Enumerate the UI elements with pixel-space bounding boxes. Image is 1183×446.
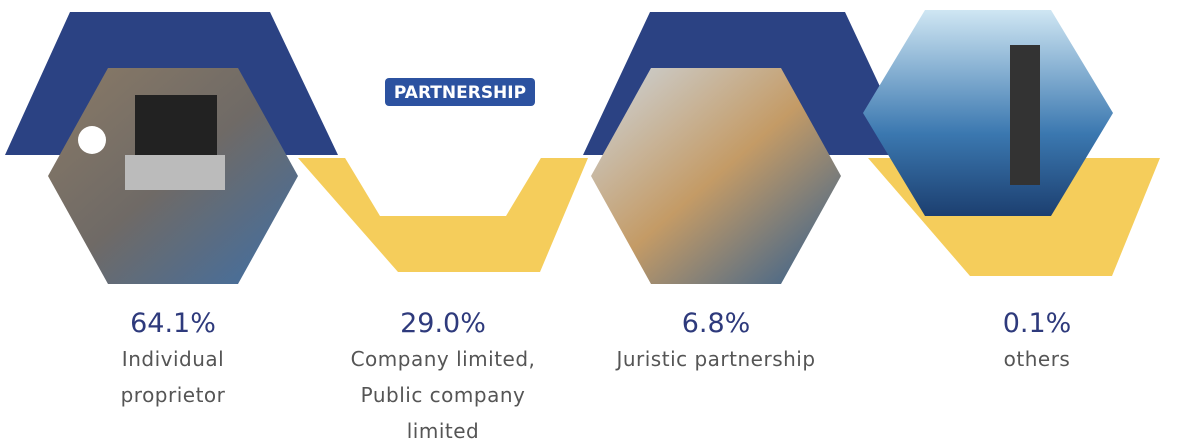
photo-crypto [863,10,1113,216]
photo-puzzle-hands [591,68,841,284]
person [1010,45,1040,185]
percent: 6.8% [682,308,751,339]
laptop-screen [135,95,217,155]
label: others [1004,347,1071,371]
percent: 29.0% [400,308,486,339]
label: Company limited, [351,347,536,371]
puzzle-sign [385,78,535,106]
label: Individual [122,347,224,371]
label: Juristic partnership [614,347,815,371]
percent: 0.1% [1003,308,1072,339]
laptop-keyboard [125,155,225,190]
percent: 64.1% [130,308,216,339]
label: proprietor [121,383,226,407]
label: Public company [361,383,526,407]
photo-partnership [318,10,568,216]
puzzle-text: PARTNERSHIP [394,83,526,103]
coffee-cup [78,126,106,154]
label: limited [407,419,480,443]
